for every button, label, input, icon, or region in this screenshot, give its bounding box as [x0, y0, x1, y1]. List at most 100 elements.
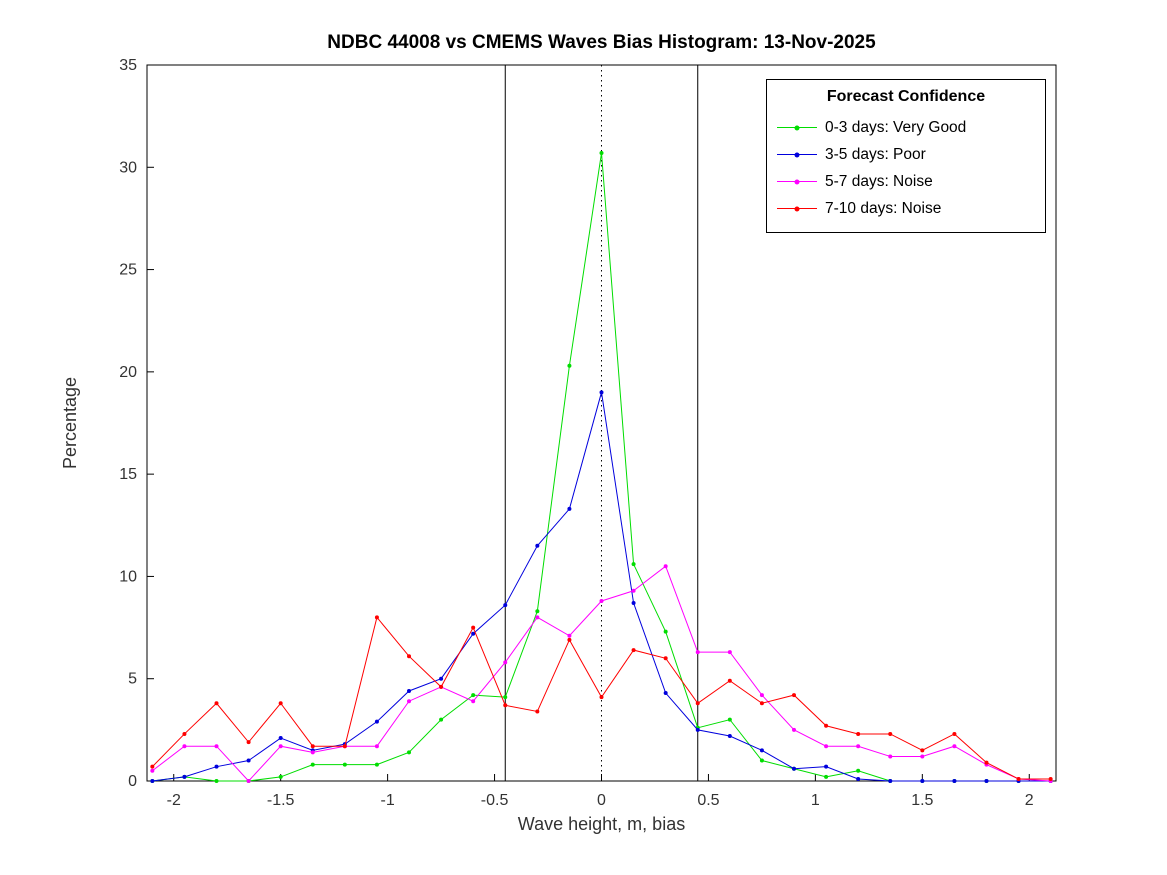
series-marker	[599, 390, 604, 395]
series-marker	[374, 744, 379, 749]
y-tick-label: 0	[128, 773, 137, 790]
series-marker	[920, 754, 925, 759]
series-marker	[824, 744, 829, 749]
series-marker	[888, 754, 893, 759]
series-marker	[471, 631, 476, 636]
legend-entries: 0-3 days: Very Good 3-5 days: Poor 5-7 day…	[777, 114, 1035, 222]
series-marker	[1048, 776, 1053, 781]
series-marker	[759, 758, 764, 763]
series-marker	[567, 363, 572, 368]
series-marker	[727, 717, 732, 722]
series-marker	[503, 603, 508, 608]
series-marker	[471, 625, 476, 630]
series-marker	[727, 678, 732, 683]
series-marker	[824, 774, 829, 779]
series-marker	[631, 562, 636, 567]
x-tick-label: 2	[1025, 792, 1034, 809]
series-marker	[535, 609, 540, 614]
series-marker	[214, 744, 219, 749]
series-marker	[631, 588, 636, 593]
series-marker	[407, 750, 412, 755]
series-marker	[310, 744, 315, 749]
series-marker	[214, 764, 219, 769]
series-marker	[246, 740, 251, 745]
series-marker	[663, 564, 668, 569]
series-marker	[374, 762, 379, 767]
series-marker	[407, 688, 412, 693]
series-marker	[856, 776, 861, 781]
legend-entry: 3-5 days: Poor	[777, 141, 1035, 168]
series-marker	[407, 699, 412, 704]
y-axis-label: Percentage	[60, 376, 80, 470]
series-marker	[278, 736, 283, 741]
series-marker	[599, 150, 604, 155]
series-marker	[759, 693, 764, 698]
series-marker	[888, 779, 893, 783]
series-marker	[824, 764, 829, 769]
series-marker	[567, 506, 572, 511]
series-marker	[663, 656, 668, 661]
x-tick-label: 1.5	[911, 792, 933, 809]
legend-title: Forecast Confidence	[826, 88, 986, 105]
series-marker	[695, 701, 700, 706]
series-marker	[695, 650, 700, 655]
legend-label: 7-10 days: Noise	[825, 199, 942, 217]
legend-label: 5-7 days: Noise	[825, 172, 933, 190]
series-marker	[503, 660, 508, 665]
series-marker	[374, 719, 379, 724]
legend-line-sample	[777, 125, 817, 130]
x-tick-label: -1	[381, 792, 395, 809]
series-marker	[503, 695, 508, 700]
series-marker	[150, 779, 155, 783]
chart-title: NDBC 44008 vs CMEMS Waves Bias Histogram…	[327, 32, 876, 53]
legend-line-sample	[777, 152, 817, 157]
series-marker	[952, 744, 957, 749]
legend-marker-dot	[794, 179, 800, 184]
y-tick-label: 30	[119, 159, 137, 176]
series-marker	[856, 768, 861, 773]
legend-entry: 7-10 days: Noise	[777, 195, 1035, 222]
series-marker	[246, 758, 251, 763]
series-marker	[856, 731, 861, 736]
series-marker	[342, 762, 347, 767]
series-marker	[663, 629, 668, 634]
y-tick-label: 35	[119, 57, 137, 74]
series-marker	[631, 648, 636, 653]
series-marker	[599, 598, 604, 603]
legend-entry: 0-3 days: Very Good	[777, 114, 1035, 141]
series-marker	[407, 654, 412, 659]
series-marker	[182, 744, 187, 749]
y-tick-label: 15	[119, 466, 137, 483]
series-marker	[214, 779, 219, 783]
series-marker	[1016, 776, 1021, 781]
x-axis-label: Wave height, m, bias	[517, 814, 686, 834]
series-marker	[856, 744, 861, 749]
legend-marker-dot	[794, 125, 800, 130]
series-marker	[952, 731, 957, 736]
legend-entry: 5-7 days: Noise	[777, 168, 1035, 195]
series-marker	[695, 727, 700, 732]
series-marker	[439, 717, 444, 722]
y-tick-label: 5	[128, 671, 137, 688]
series-marker	[471, 699, 476, 704]
series-marker	[278, 744, 283, 749]
legend-marker-dot	[794, 152, 800, 157]
series-marker	[791, 766, 796, 771]
series-marker	[759, 701, 764, 706]
series-marker	[503, 703, 508, 708]
series-marker	[535, 709, 540, 714]
series-marker	[439, 684, 444, 689]
series-marker	[920, 779, 925, 783]
x-tick-label: -2	[167, 792, 181, 809]
series-marker	[984, 760, 989, 765]
series-marker	[599, 695, 604, 700]
x-tick-label: 0.5	[697, 792, 719, 809]
legend-label: 3-5 days: Poor	[825, 145, 926, 163]
legend-marker-dot	[794, 206, 800, 211]
series-marker	[567, 637, 572, 642]
legend-line-sample	[777, 179, 817, 184]
series-line	[152, 565, 1051, 782]
x-tick-label: -0.5	[481, 792, 509, 809]
series-marker	[310, 762, 315, 767]
